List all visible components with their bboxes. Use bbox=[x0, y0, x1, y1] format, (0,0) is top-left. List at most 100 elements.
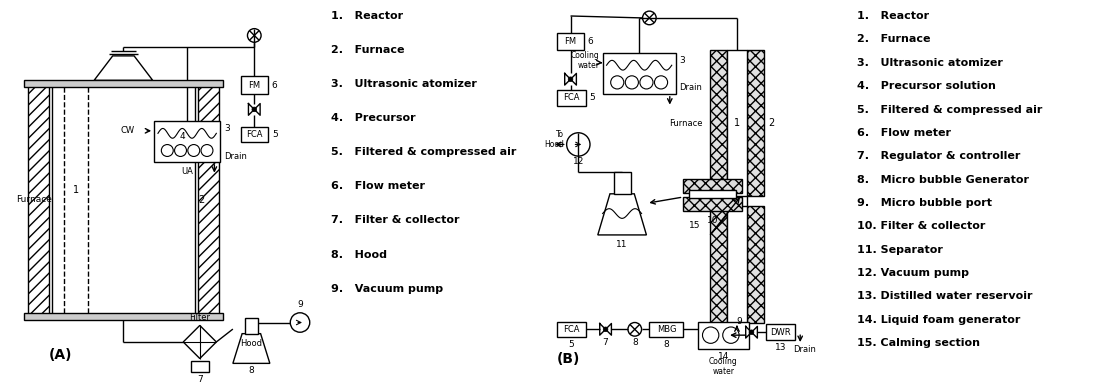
Text: 5: 5 bbox=[568, 340, 575, 350]
Polygon shape bbox=[747, 50, 763, 196]
Text: FCA: FCA bbox=[563, 325, 579, 334]
Polygon shape bbox=[24, 80, 223, 87]
Circle shape bbox=[252, 107, 256, 112]
Text: 13: 13 bbox=[775, 343, 786, 352]
Text: FM: FM bbox=[249, 80, 261, 90]
Text: 9.   Micro bubble port: 9. Micro bubble port bbox=[856, 198, 992, 208]
Text: 10. Filter & collector: 10. Filter & collector bbox=[856, 221, 986, 231]
Text: Cooling
water: Cooling water bbox=[708, 357, 738, 376]
Polygon shape bbox=[683, 197, 741, 211]
Text: 3: 3 bbox=[680, 56, 685, 65]
Text: FCA: FCA bbox=[563, 93, 579, 102]
Polygon shape bbox=[241, 127, 268, 142]
Polygon shape bbox=[24, 313, 223, 320]
Text: Drain: Drain bbox=[794, 345, 817, 354]
Text: 14: 14 bbox=[717, 352, 729, 361]
Text: CW: CW bbox=[120, 126, 135, 135]
Text: 12. Vacuum pump: 12. Vacuum pump bbox=[856, 268, 969, 278]
Text: MBG: MBG bbox=[657, 325, 676, 334]
Text: 7: 7 bbox=[197, 375, 203, 385]
Text: Cooling
water: Cooling water bbox=[570, 51, 600, 70]
Polygon shape bbox=[233, 334, 269, 363]
Polygon shape bbox=[154, 121, 220, 162]
Text: 9: 9 bbox=[736, 317, 741, 326]
Text: 14. Liquid foam generator: 14. Liquid foam generator bbox=[856, 315, 1021, 325]
Polygon shape bbox=[698, 321, 749, 349]
Text: 15. Calming section: 15. Calming section bbox=[856, 338, 980, 348]
Text: 9: 9 bbox=[297, 301, 303, 310]
Text: 12: 12 bbox=[573, 157, 584, 166]
Polygon shape bbox=[245, 318, 257, 334]
Polygon shape bbox=[94, 56, 152, 80]
Text: 11: 11 bbox=[616, 240, 627, 249]
Polygon shape bbox=[183, 325, 217, 358]
Polygon shape bbox=[598, 194, 646, 235]
Text: (A): (A) bbox=[49, 348, 72, 362]
Text: FCA: FCA bbox=[246, 130, 263, 139]
Text: 4: 4 bbox=[180, 132, 185, 141]
Text: 1.   Reactor: 1. Reactor bbox=[331, 11, 403, 21]
Polygon shape bbox=[683, 179, 741, 193]
Text: 6.   Flow meter: 6. Flow meter bbox=[331, 181, 425, 191]
Text: Furnace: Furnace bbox=[669, 119, 702, 127]
Polygon shape bbox=[727, 50, 747, 196]
Text: 3.   Ultrasonic atomizer: 3. Ultrasonic atomizer bbox=[856, 58, 1003, 68]
Polygon shape bbox=[727, 206, 747, 323]
Text: 4.   Precursor: 4. Precursor bbox=[331, 113, 416, 123]
Text: FM: FM bbox=[565, 37, 577, 46]
Polygon shape bbox=[711, 206, 727, 323]
Polygon shape bbox=[613, 172, 631, 194]
Text: 3: 3 bbox=[224, 124, 230, 133]
Text: To
Hood: To Hood bbox=[544, 130, 564, 149]
Text: 2: 2 bbox=[198, 195, 205, 205]
Text: 5: 5 bbox=[272, 130, 277, 139]
Text: 2.   Furnace: 2. Furnace bbox=[856, 35, 930, 45]
Text: 10: 10 bbox=[707, 216, 718, 225]
Text: Drain: Drain bbox=[224, 152, 247, 161]
Text: 7.   Regulator & controller: 7. Regulator & controller bbox=[856, 151, 1021, 161]
Polygon shape bbox=[689, 190, 736, 198]
Text: 8.   Micro bubble Generator: 8. Micro bubble Generator bbox=[856, 175, 1028, 184]
Text: 1: 1 bbox=[72, 185, 79, 195]
Text: 9.   Vacuum pump: 9. Vacuum pump bbox=[331, 284, 443, 294]
Circle shape bbox=[568, 77, 573, 82]
Text: 6: 6 bbox=[272, 80, 277, 90]
Text: 5: 5 bbox=[589, 93, 595, 102]
Text: 6.   Flow meter: 6. Flow meter bbox=[856, 128, 950, 138]
Polygon shape bbox=[557, 32, 584, 50]
Polygon shape bbox=[766, 325, 795, 340]
Circle shape bbox=[603, 327, 608, 331]
Text: 1.   Reactor: 1. Reactor bbox=[856, 11, 929, 21]
Text: 11. Separator: 11. Separator bbox=[856, 244, 943, 254]
Text: 1: 1 bbox=[734, 118, 740, 128]
Polygon shape bbox=[557, 90, 586, 105]
Polygon shape bbox=[557, 321, 586, 337]
Text: 6: 6 bbox=[587, 37, 592, 46]
Text: 5.   Filtered & compressed air: 5. Filtered & compressed air bbox=[856, 105, 1042, 114]
Text: Filter: Filter bbox=[189, 313, 210, 322]
Polygon shape bbox=[191, 362, 208, 372]
Text: 8: 8 bbox=[664, 340, 669, 350]
Text: 4.   Precursor solution: 4. Precursor solution bbox=[856, 81, 995, 91]
Text: 8: 8 bbox=[632, 338, 637, 347]
Text: 3.   Ultrasonic atomizer: 3. Ultrasonic atomizer bbox=[331, 79, 477, 89]
Polygon shape bbox=[198, 84, 219, 316]
Circle shape bbox=[749, 330, 753, 335]
Text: DWR: DWR bbox=[771, 328, 791, 337]
Polygon shape bbox=[241, 76, 268, 94]
Text: 5.   Filtered & compressed air: 5. Filtered & compressed air bbox=[331, 147, 517, 157]
Text: UA: UA bbox=[181, 167, 193, 176]
Polygon shape bbox=[747, 206, 763, 323]
Text: 13. Distilled water reservoir: 13. Distilled water reservoir bbox=[856, 291, 1033, 301]
Polygon shape bbox=[602, 53, 676, 94]
Text: 7: 7 bbox=[602, 338, 609, 347]
Polygon shape bbox=[711, 50, 727, 196]
Text: 2: 2 bbox=[769, 118, 774, 128]
Text: 8: 8 bbox=[249, 366, 254, 375]
Polygon shape bbox=[27, 84, 49, 316]
Text: (B): (B) bbox=[557, 352, 580, 365]
Text: 15: 15 bbox=[689, 221, 701, 230]
Text: 7.   Filter & collector: 7. Filter & collector bbox=[331, 216, 460, 226]
Text: Hood: Hood bbox=[241, 340, 263, 348]
Text: 8.   Hood: 8. Hood bbox=[331, 249, 388, 259]
